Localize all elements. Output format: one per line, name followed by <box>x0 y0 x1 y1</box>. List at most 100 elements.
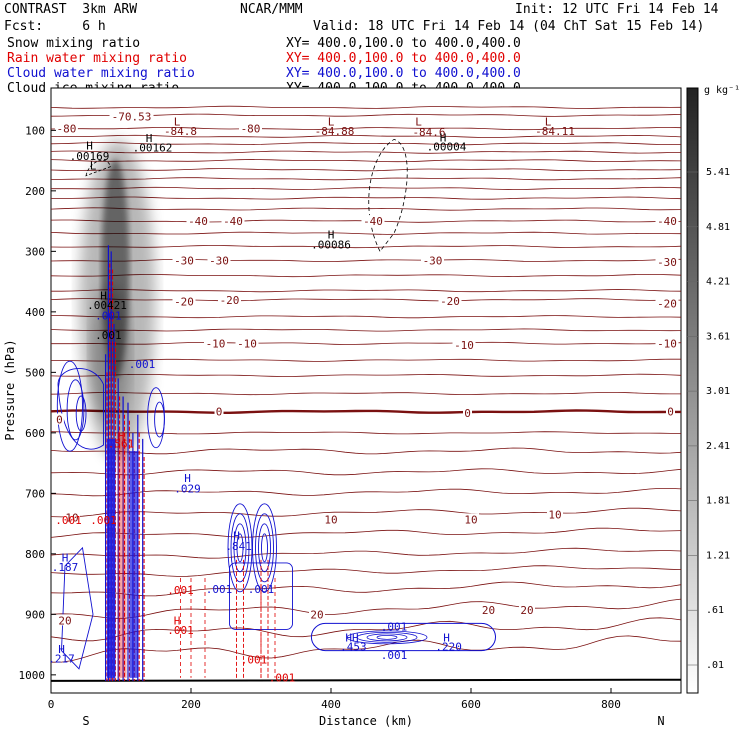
isotherm-line <box>51 207 681 211</box>
forecast-hour: Fcst: 6 h <box>4 19 106 34</box>
colorbar-ramp <box>686 87 699 694</box>
extremum-label: L <box>90 159 97 172</box>
center-title: NCAR/MMM <box>240 2 303 17</box>
isotherm-line <box>51 298 681 302</box>
isotherm-layer <box>51 105 681 682</box>
axes-layer: 0 200 400 600 800100200300400500600700800900… <box>19 124 621 711</box>
isotherm-label: 10 <box>464 513 477 526</box>
label-backdrop <box>54 413 64 425</box>
colorbar-label: 4.81 <box>706 222 730 233</box>
extremum-label: .001 <box>95 329 122 342</box>
label-backdrop <box>109 110 154 122</box>
isotherm-label: 20 <box>520 604 533 617</box>
label-backdrop <box>214 405 224 417</box>
extremum-label: .00004 <box>427 141 467 154</box>
label-backdrop <box>361 215 385 227</box>
colorbar-label: 3.01 <box>706 386 730 397</box>
extremum-label: .001 <box>248 583 275 596</box>
cloud-water-contour <box>66 379 85 441</box>
x-axis-title: Distance (km) <box>319 714 413 728</box>
extremum-label: H <box>233 530 240 543</box>
isotherm-label: -30 <box>423 254 443 267</box>
cloud-water-contour <box>61 546 94 670</box>
extremum-label: .001 <box>95 309 122 322</box>
cloud-water-contour <box>261 533 268 563</box>
init-time: Init: 12 UTC Fri 14 Feb 14 <box>515 2 719 17</box>
extremum-label: L <box>545 115 552 128</box>
isotherm-line <box>51 105 681 109</box>
cloud-water-contour <box>356 631 418 643</box>
x-end-label-south: S <box>82 714 89 728</box>
isotherm-label: -40 <box>657 215 677 228</box>
extremum-label: -84.11 <box>535 125 575 138</box>
isotherm-line <box>51 177 681 181</box>
isotherm-label: 0 <box>216 406 223 419</box>
isotherm-line <box>51 315 681 319</box>
extremum-label: H <box>184 472 191 485</box>
isotherm-line <box>51 273 681 278</box>
extremum-label: .187 <box>52 561 79 574</box>
isotherm-line <box>51 409 681 414</box>
cloud-water-contour <box>233 523 247 573</box>
label-backdrop <box>463 406 472 418</box>
isotherm-line <box>51 581 681 597</box>
isotherm-line <box>51 547 681 559</box>
label-backdrop <box>221 215 245 227</box>
cloud-water-contour <box>56 360 83 452</box>
isotherm-label: -40 <box>223 215 243 228</box>
x-tick-label: 400 <box>321 698 341 711</box>
y-tick-label: 300 <box>25 245 45 258</box>
isotherm-line <box>51 488 681 497</box>
y-tick-label: 600 <box>25 427 45 440</box>
isotherm-label: -20 <box>440 295 460 308</box>
extremum-label: .001 <box>381 620 408 633</box>
extremum-label: H <box>62 551 69 564</box>
label-backdrop <box>64 511 80 523</box>
cloud-water-contour <box>255 513 274 583</box>
model-title: CONTRAST 3km ARW <box>4 2 138 17</box>
extremum-label: H <box>86 139 93 152</box>
extremum-label: H <box>440 132 447 145</box>
extremum-label: L <box>174 115 181 128</box>
isotherm-line <box>51 142 681 146</box>
label-backdrop <box>547 508 563 520</box>
colorbar-label: .61 <box>706 605 724 616</box>
label-backdrop <box>207 254 231 266</box>
x-tick-label: 0 <box>48 698 55 711</box>
hydrometeor-layer <box>56 138 496 681</box>
label-backdrop <box>655 297 679 309</box>
field-label-cloudwater: Cloud water mixing ratio <box>7 66 195 81</box>
field-label-rain: Rain water mixing ratio <box>7 51 188 66</box>
label-backdrop <box>186 215 210 227</box>
y-tick-label: 500 <box>25 366 45 379</box>
isotherm-line <box>51 527 681 538</box>
label-backdrop <box>438 294 462 306</box>
cloud-water-core <box>129 451 139 678</box>
y-tick-label: 100 <box>25 124 45 137</box>
isotherm-line <box>51 565 681 577</box>
extremum-label: .001 <box>206 583 233 596</box>
isotherm-line <box>51 196 681 200</box>
colorbar: g kg⁻¹ 5.41 4.81 4.21 3.61 3.01 2.41 1.81 1.21.… <box>686 85 740 694</box>
extremum-label: H <box>443 631 450 644</box>
isotherm-label: -40 <box>363 215 383 228</box>
isotherm-line <box>51 159 681 163</box>
isotherm-label: 10 <box>324 513 337 526</box>
extremum-label: -84.8 <box>164 125 197 138</box>
y-tick-label: 800 <box>25 548 45 561</box>
extremum-label: -84.6 <box>412 126 445 139</box>
colorbar-label: 5.41 <box>706 167 730 178</box>
extremum-label: .217 <box>48 653 75 666</box>
extremum-label: HH <box>345 631 358 644</box>
extremum-label: .561 <box>108 438 135 451</box>
cloud-water-contour <box>75 395 87 432</box>
colorbar-label: 1.21 <box>706 550 730 561</box>
isotherm-line <box>51 186 681 190</box>
extremum-label: -84.88 <box>315 125 355 138</box>
cloud-water-contour <box>236 533 244 563</box>
x-tick-label: 600 <box>461 698 481 711</box>
y-tick-label: 900 <box>25 608 45 621</box>
cloud-water-contour <box>258 523 271 573</box>
extremum-label: .001 <box>129 358 156 371</box>
